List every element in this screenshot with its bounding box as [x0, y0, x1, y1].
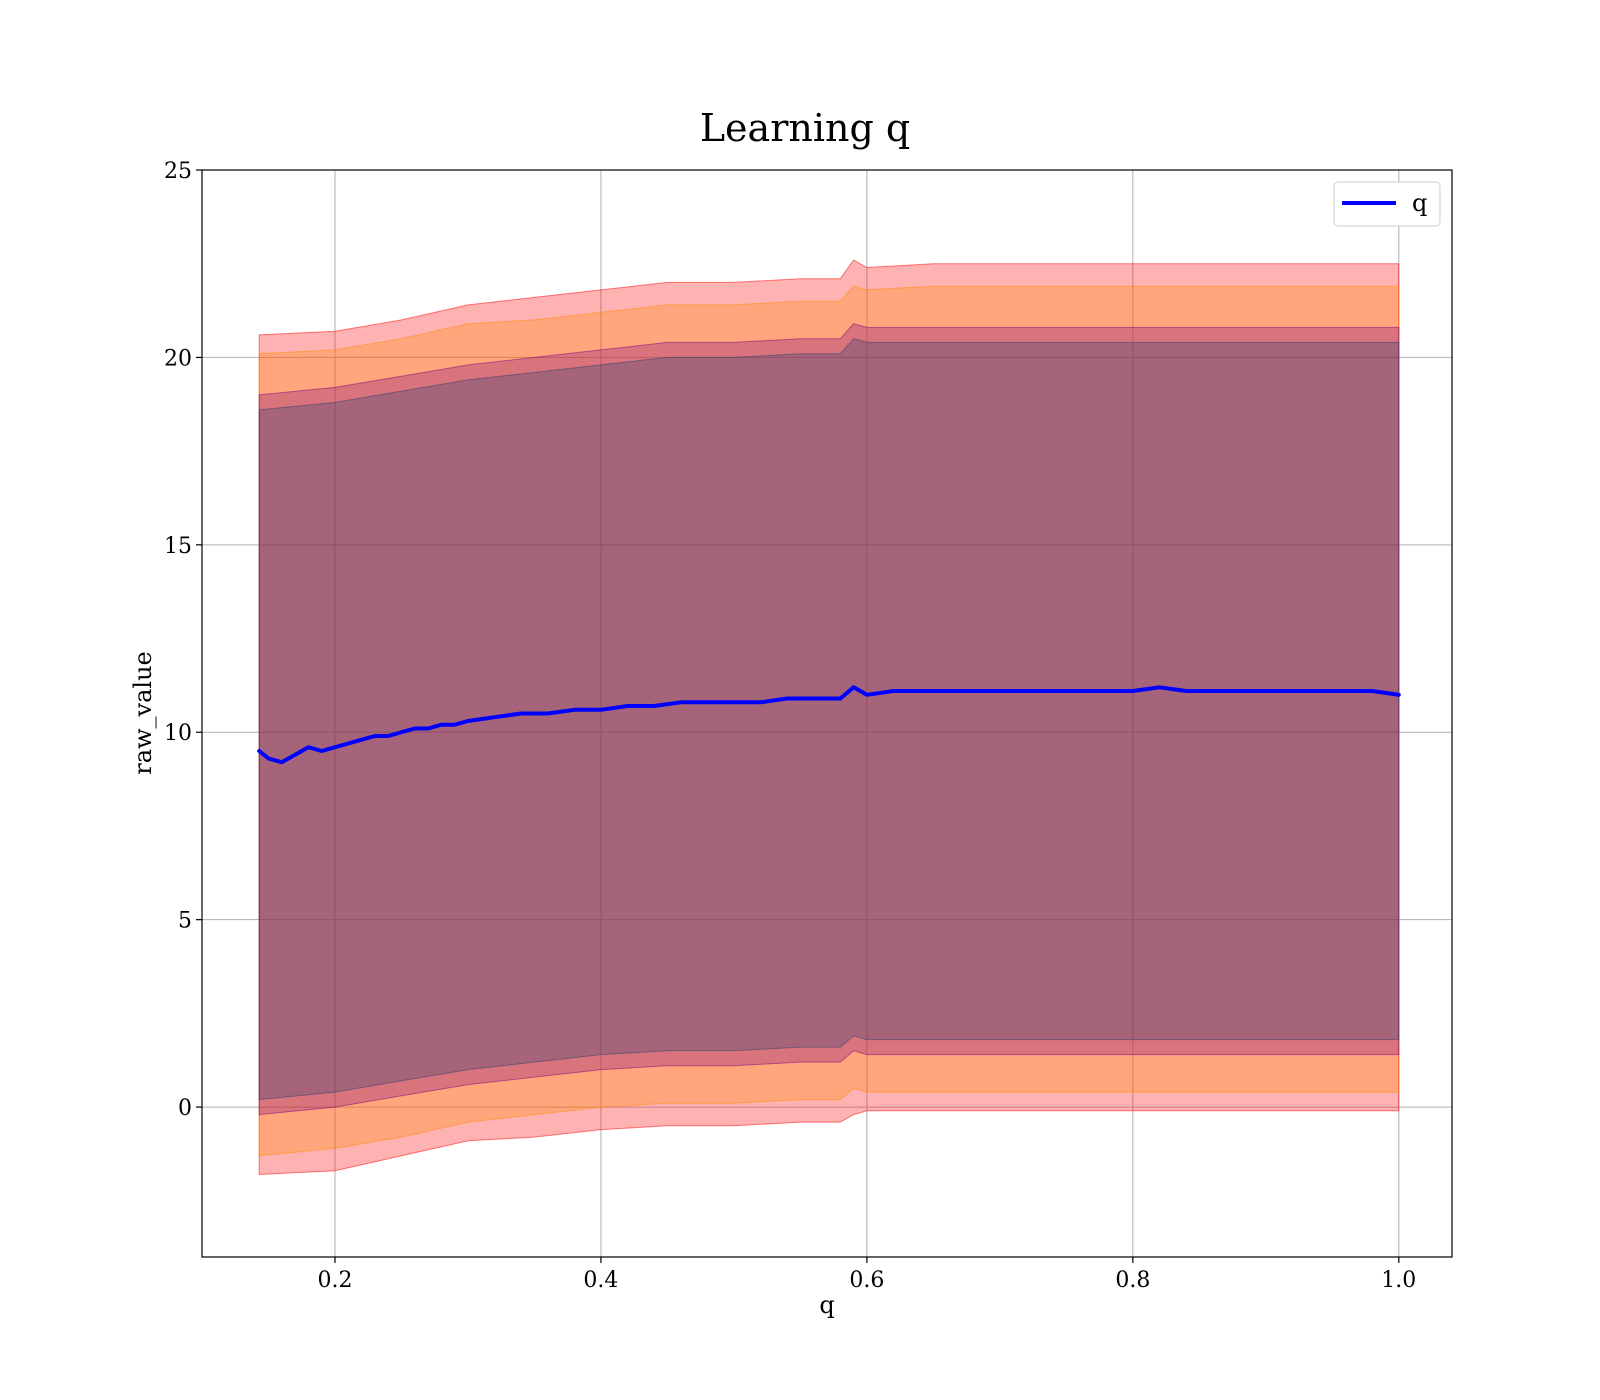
- x-tick-label-3: 0.8: [1115, 1268, 1150, 1293]
- series-point-q-22: [626, 704, 630, 708]
- band-2: [258, 323, 1400, 1116]
- series-point-q-30: [838, 697, 842, 701]
- series-point-q-1: [266, 756, 270, 760]
- band-0: [258, 259, 1400, 1176]
- series-point-q-34: [918, 689, 922, 693]
- series-point-q-17: [493, 715, 497, 719]
- series-point-q-19: [546, 712, 550, 715]
- series-point-q-18: [519, 712, 523, 715]
- y-tick-label-4: 20: [164, 346, 192, 371]
- y-tick-label-3: 15: [164, 534, 192, 559]
- series-point-q-10: [386, 734, 390, 738]
- series-point-q-26: [732, 700, 736, 704]
- plot-frame: [201, 169, 1453, 1258]
- x-axis-ticks: 0.2 0.4 0.6 0.8 1.0: [317, 1257, 1416, 1293]
- series-point-q-42: [1131, 689, 1135, 693]
- series-point-q-20: [572, 708, 576, 712]
- y-tick-label-5: 25: [164, 159, 192, 184]
- series-point-q-14: [439, 723, 443, 727]
- y-axis-label: raw_value: [129, 651, 157, 775]
- confidence-bands: [258, 259, 1400, 1176]
- series-point-q-46: [1237, 689, 1241, 693]
- series-point-q-51: [1370, 689, 1374, 693]
- series-point-q-32: [865, 693, 869, 697]
- legend: q: [1333, 181, 1441, 227]
- series-point-q-12: [413, 726, 417, 730]
- series-point-q-6: [333, 745, 337, 749]
- series-point-q-27: [759, 700, 763, 704]
- band-3: [258, 338, 1400, 1101]
- series-point-q-36: [971, 689, 975, 693]
- legend-label-q: q: [1412, 189, 1427, 217]
- chart-title: Learning q: [700, 106, 910, 150]
- series-lines: [257, 685, 1401, 765]
- series-point-q-24: [679, 700, 683, 704]
- y-tick-label-1: 5: [178, 909, 192, 934]
- series-point-q-7: [346, 741, 350, 745]
- series-point-q-33: [891, 689, 895, 693]
- series-point-q-15: [453, 723, 457, 727]
- series-point-q-43: [1157, 685, 1161, 689]
- series-point-q-28: [785, 697, 789, 701]
- series-point-q-49: [1317, 689, 1321, 693]
- series-point-q-35: [945, 689, 949, 693]
- series-point-q-25: [705, 700, 709, 704]
- band-1: [258, 285, 1400, 1157]
- series-point-q-50: [1344, 689, 1348, 693]
- series-point-q-3: [293, 753, 297, 757]
- series-point-q-31: [852, 685, 856, 689]
- series-point-q-8: [360, 738, 364, 742]
- series-point-q-0: [257, 749, 261, 753]
- x-tick-label-2: 0.6: [849, 1268, 884, 1293]
- series-point-q-37: [998, 689, 1002, 693]
- series-point-q-44: [1184, 689, 1188, 693]
- series-point-q-16: [466, 719, 470, 723]
- x-tick-label-4: 1.0: [1381, 1268, 1416, 1293]
- y-tick-label-0: 0: [178, 1096, 192, 1121]
- series-point-q-21: [599, 708, 603, 712]
- series-point-q-23: [652, 704, 656, 708]
- series-point-q-48: [1290, 689, 1294, 693]
- series-point-q-11: [399, 730, 403, 734]
- series-point-q-13: [426, 726, 430, 730]
- series-point-q-29: [812, 697, 816, 701]
- series-point-q-41: [1104, 689, 1108, 693]
- series-point-q-52: [1397, 693, 1401, 697]
- series-point-q-4: [306, 745, 310, 749]
- x-tick-label-1: 0.4: [583, 1268, 618, 1293]
- series-point-q-9: [373, 734, 377, 738]
- series-point-q-2: [280, 760, 284, 764]
- y-tick-label-2: 10: [164, 721, 192, 746]
- series-point-q-40: [1078, 689, 1082, 693]
- series-point-q-45: [1211, 689, 1215, 693]
- x-tick-label-0: 0.2: [317, 1268, 352, 1293]
- series-point-q-47: [1264, 689, 1268, 693]
- series-point-q-5: [320, 749, 324, 753]
- x-axis-label: q: [819, 1291, 834, 1319]
- series-point-q-38: [1024, 689, 1028, 693]
- series-point-q-39: [1051, 689, 1055, 693]
- y-axis-ticks: 0 5 10 15 20 25: [164, 159, 202, 1121]
